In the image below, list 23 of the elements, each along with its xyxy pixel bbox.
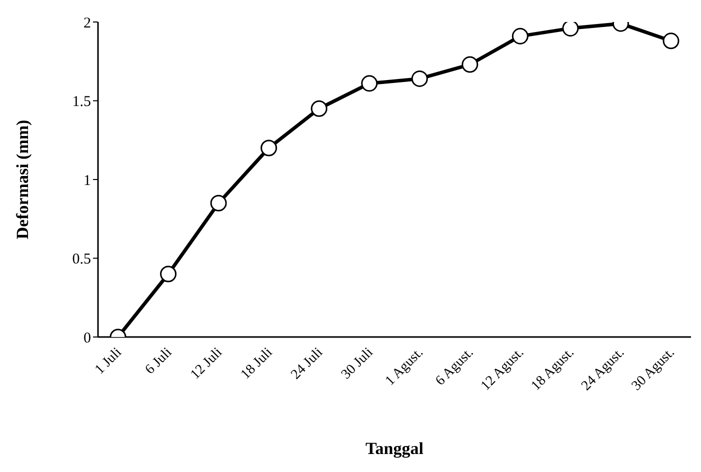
point — [260, 140, 278, 156]
x-tick-label: 12 Juli — [188, 345, 226, 383]
y-tick-label: 0 — [84, 330, 91, 346]
point — [361, 75, 378, 92]
x-tick-label: 24 Juli — [288, 345, 326, 383]
y-tick-label: 1.5 — [72, 94, 91, 110]
x-tick-label: 30 Juli — [338, 345, 376, 383]
y-tick-label: 1 — [84, 172, 91, 189]
point — [160, 266, 177, 282]
point — [512, 28, 528, 44]
y-tick-label: 2 — [84, 15, 91, 32]
x-tick-label: 1 Juli — [92, 345, 125, 378]
point — [662, 32, 680, 50]
point — [210, 194, 227, 212]
point — [411, 70, 428, 87]
x-tick-label: 6 Juli — [142, 345, 176, 378]
point — [562, 22, 579, 37]
y-tick-label: 0.5 — [72, 252, 91, 268]
point — [462, 56, 478, 73]
point — [310, 100, 328, 117]
x-axis-title: Tanggal — [366, 439, 424, 458]
x-tick-label: 18 Juli — [238, 345, 276, 383]
y-axis-title: Deformasi (mm) — [13, 120, 32, 240]
